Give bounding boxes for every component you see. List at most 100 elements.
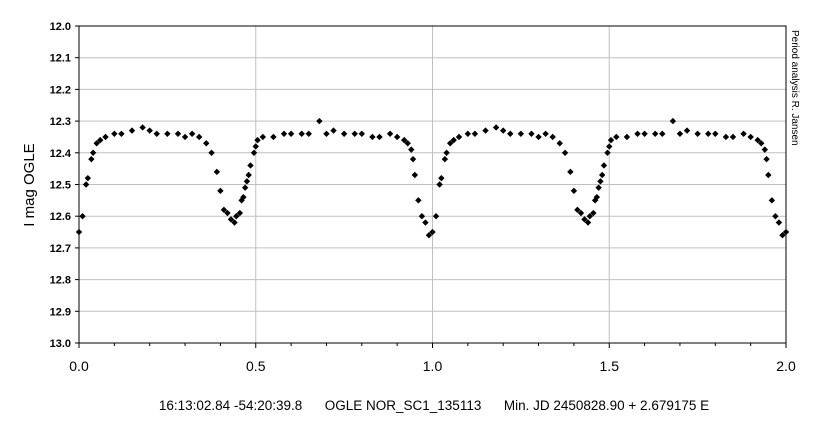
data-point bbox=[287, 130, 295, 137]
data-point bbox=[775, 219, 783, 226]
data-point bbox=[118, 130, 125, 137]
data-point bbox=[139, 124, 146, 131]
data-point bbox=[188, 130, 196, 137]
data-point bbox=[97, 136, 104, 144]
data-point bbox=[782, 228, 790, 236]
data-point bbox=[492, 124, 500, 131]
data-point bbox=[84, 174, 92, 182]
y-tick-label: 12.9 bbox=[50, 306, 71, 318]
data-point bbox=[464, 130, 472, 137]
data-point bbox=[330, 127, 337, 134]
data-point bbox=[556, 140, 563, 147]
data-point bbox=[528, 130, 535, 137]
data-point bbox=[404, 140, 411, 147]
data-point bbox=[195, 133, 203, 141]
data-point bbox=[88, 155, 95, 163]
data-point bbox=[227, 216, 235, 223]
y-tick-labels: 12.0 12.1 12.2 12.3 12.4 12.5 12.6 12.7 12.8 12.9… bbox=[50, 21, 72, 350]
data-point bbox=[517, 130, 525, 137]
data-point bbox=[270, 133, 277, 141]
data-point bbox=[747, 133, 754, 141]
data-point bbox=[174, 130, 182, 137]
y-tick-label: 12.5 bbox=[50, 180, 71, 192]
data-point bbox=[652, 130, 659, 137]
data-point bbox=[231, 219, 238, 226]
data-point bbox=[598, 171, 606, 179]
data-point bbox=[669, 117, 677, 125]
data-point bbox=[254, 136, 261, 144]
data-point bbox=[418, 213, 426, 220]
data-point bbox=[570, 187, 578, 195]
data-point bbox=[89, 149, 97, 156]
data-point bbox=[436, 181, 443, 188]
data-point bbox=[164, 130, 171, 137]
data-point bbox=[604, 149, 611, 156]
data-point bbox=[641, 130, 648, 137]
x-tick-label: 2.0 bbox=[776, 358, 796, 374]
data-point bbox=[153, 130, 160, 137]
data-point bbox=[401, 136, 408, 144]
data-point bbox=[422, 219, 429, 226]
data-point bbox=[213, 168, 221, 176]
data-point bbox=[351, 130, 358, 137]
y-tick-label: 12.8 bbox=[50, 275, 71, 287]
data-point bbox=[75, 228, 83, 236]
data-point bbox=[613, 133, 620, 141]
data-point bbox=[438, 174, 445, 182]
data-point bbox=[323, 130, 330, 137]
data-point bbox=[471, 130, 479, 137]
y-axis-label: I mag OGLE bbox=[21, 143, 38, 226]
data-point bbox=[241, 184, 249, 191]
data-point bbox=[768, 197, 776, 204]
data-point bbox=[446, 140, 454, 147]
data-point bbox=[224, 209, 231, 217]
data-point bbox=[549, 133, 556, 141]
y-tick-label: 12.3 bbox=[50, 116, 71, 128]
x-tick-label: 0.5 bbox=[246, 358, 266, 374]
data-point bbox=[754, 136, 761, 144]
data-point bbox=[740, 130, 747, 137]
data-point bbox=[634, 130, 641, 137]
data-point bbox=[600, 162, 608, 169]
data-point bbox=[577, 209, 585, 217]
data-point bbox=[584, 219, 592, 226]
data-point bbox=[111, 130, 118, 137]
y-tick-label: 12.1 bbox=[50, 53, 71, 65]
side-credit-text: Period analysis R. Jansen bbox=[789, 30, 800, 146]
data-point bbox=[305, 130, 312, 137]
data-point bbox=[593, 193, 601, 201]
data-point bbox=[415, 197, 422, 204]
data-point bbox=[79, 213, 86, 220]
footer-caption: 16:13:02.84 -54:20:39.8 OGLE NOR_SC1_135… bbox=[159, 398, 709, 413]
data-point bbox=[245, 171, 252, 179]
data-point bbox=[676, 130, 684, 137]
data-point bbox=[243, 178, 251, 185]
data-point bbox=[482, 127, 489, 134]
y-tick-label: 12.2 bbox=[50, 84, 71, 96]
data-point bbox=[316, 117, 323, 125]
x-tick-label: 1.0 bbox=[423, 358, 443, 374]
data-point bbox=[535, 133, 542, 141]
data-point bbox=[729, 133, 737, 141]
data-point bbox=[586, 213, 594, 220]
grid-lines bbox=[79, 26, 786, 343]
data-point bbox=[772, 213, 779, 220]
data-point bbox=[597, 178, 604, 185]
data-point bbox=[93, 140, 100, 147]
data-point bbox=[441, 155, 449, 163]
data-point bbox=[393, 133, 401, 141]
data-point bbox=[683, 127, 691, 134]
data-point bbox=[765, 171, 772, 179]
data-point bbox=[500, 127, 507, 134]
x-tick-label: 0.0 bbox=[69, 358, 89, 374]
data-point bbox=[567, 168, 574, 176]
data-point bbox=[411, 171, 419, 179]
data-point bbox=[694, 130, 701, 137]
data-point bbox=[259, 133, 267, 141]
data-point bbox=[561, 149, 569, 156]
data-point bbox=[298, 130, 305, 137]
data-point bbox=[369, 133, 376, 141]
data-point bbox=[240, 193, 247, 201]
